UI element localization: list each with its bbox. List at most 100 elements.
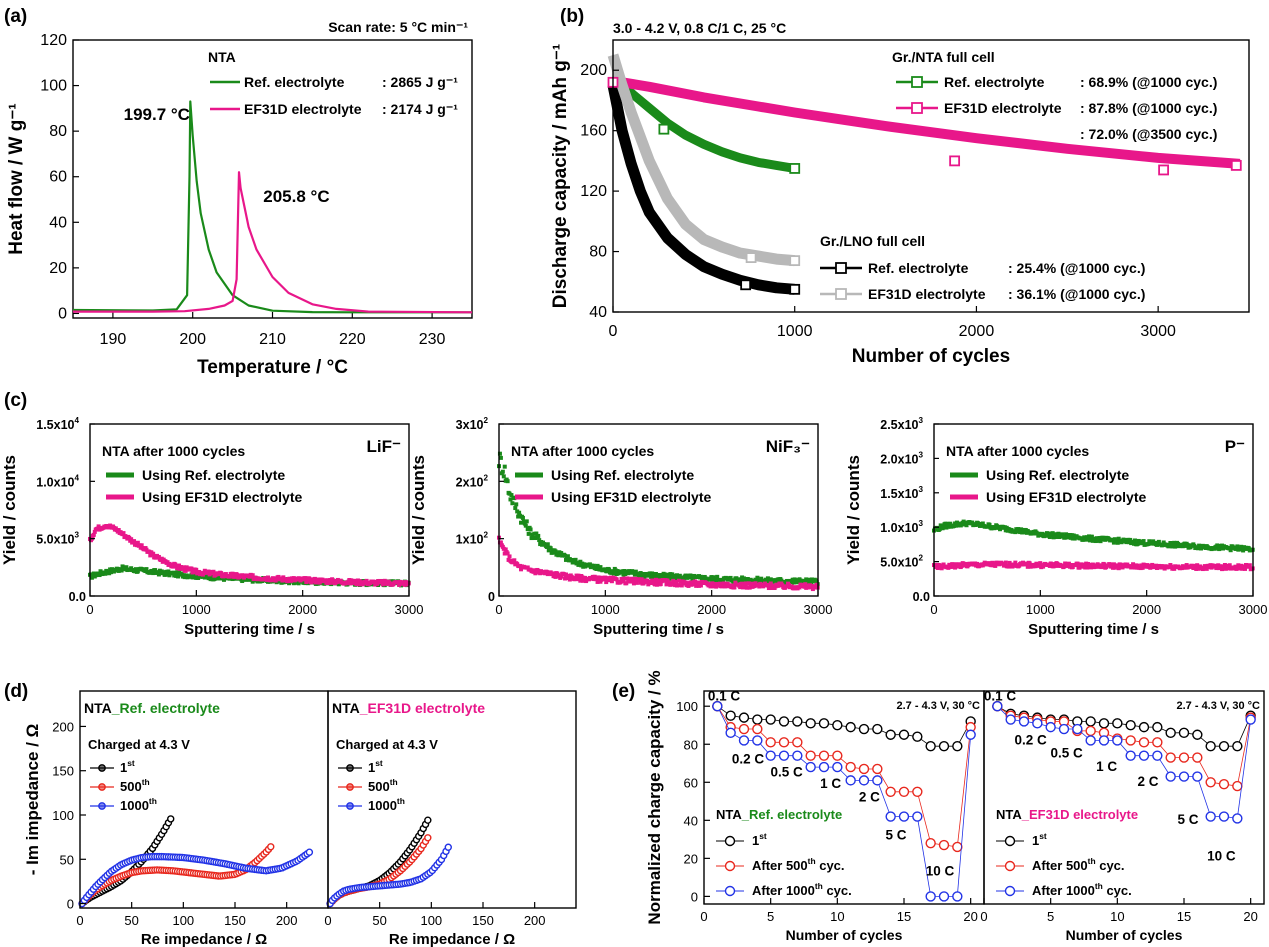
panel-c-3: 0 1000 2000 3000 0.0 5.0x102 1.0x103 1.5x103 2.0…: [844, 416, 1267, 638]
legend-entry: EF31D electrolyte: [944, 100, 1062, 116]
data-point: [364, 578, 369, 583]
data-point: [517, 510, 522, 515]
y-tick-label: 2x102: [456, 473, 489, 489]
y-tick-label: 80: [589, 244, 607, 261]
x-tick-label: 20: [1243, 909, 1257, 924]
y-axis-label: Heat flow / W g⁻¹: [6, 103, 27, 254]
data-point: [718, 581, 723, 586]
data-point: [1111, 540, 1116, 545]
x-tick-label: 5: [767, 909, 774, 924]
y-axis-label: Normalized charge capacity / %: [645, 670, 664, 924]
data-point: [519, 520, 524, 525]
x-tick-label: 0: [930, 602, 937, 617]
data-point: [872, 723, 883, 735]
data-point: [1049, 562, 1054, 567]
data-point: [658, 582, 663, 587]
data-point: [424, 834, 432, 842]
panel-label: (e): [612, 681, 635, 702]
data-point: [307, 576, 312, 581]
data-point: [1116, 566, 1121, 571]
x-tick-label: 1000: [182, 602, 211, 617]
data-point: [424, 816, 432, 824]
legend-title: Gr./LNO full cell: [820, 233, 925, 249]
data-point: [755, 575, 760, 580]
data-point: [614, 577, 619, 582]
y-tick-label: 40: [49, 214, 67, 231]
x-tick-label: 3000: [1140, 323, 1176, 340]
series-marker: [789, 283, 801, 295]
data-point: [778, 750, 790, 761]
legend-title: Gr./NTA full cell: [892, 49, 995, 65]
data-point: [98, 802, 106, 810]
data-point: [1152, 750, 1163, 761]
data-point: [1247, 563, 1252, 568]
data-point: [622, 576, 627, 581]
data-point: [559, 551, 564, 556]
plot-title: NTA_EF31D electrolyte: [332, 700, 485, 716]
panel-d-1: 0 50 100 150 200 0 50 100 150 200 Re impedance / Ω…: [4, 681, 329, 947]
legend-value: : 68.9% (@1000 cyc.): [1080, 74, 1217, 90]
panel-e-2: 0 5 10 15 20 Number of cycles 2.7 - 4.3 V, 30 …: [980, 689, 1265, 943]
legend-entry: After 500th cyc.: [752, 856, 845, 873]
peak-label: 205.8 °C: [263, 187, 329, 206]
data-point: [1038, 561, 1043, 566]
legend-entry: Using EF31D electrolyte: [986, 489, 1146, 505]
data-point: [747, 585, 752, 590]
data-point: [987, 522, 992, 527]
data-point: [581, 578, 586, 583]
data-point: [92, 529, 97, 534]
data-point: [1138, 737, 1150, 748]
plot-frame: [498, 423, 819, 597]
data-point: [952, 740, 963, 752]
dsc-curve: [72, 100, 472, 314]
y-axis-label: Discharge capacity / mAh g⁻¹: [550, 44, 571, 309]
y-tick-label: 1.5x103: [880, 485, 923, 501]
x-tick-label: 3000: [1239, 602, 1268, 617]
data-point: [925, 891, 936, 902]
test-condition: 3.0 - 4.2 V, 0.8 C/1 C, 25 °C: [613, 20, 786, 36]
y-tick-label: 5.0x103: [36, 531, 79, 547]
data-point: [752, 723, 763, 735]
data-point: [953, 565, 958, 570]
y-tick-label: 80: [49, 123, 67, 140]
rate-label: 5 C: [1177, 812, 1198, 827]
data-point: [965, 729, 976, 740]
data-point: [526, 531, 531, 536]
data-point: [524, 519, 529, 524]
data-point: [1112, 718, 1123, 729]
data-point: [1125, 750, 1136, 761]
y-tick-label: 20: [49, 260, 67, 277]
y-tick-label: 100: [40, 78, 67, 95]
data-point: [1089, 534, 1094, 539]
data-point: [938, 891, 950, 902]
data-point: [1195, 563, 1200, 568]
x-axis-label: Number of cycles: [786, 927, 903, 943]
x-tick-label: 0: [86, 602, 93, 617]
y-tick-label: 1x102: [456, 531, 489, 547]
subtitle: Charged at 4.3 V: [88, 737, 190, 752]
x-axis-label: Re impedance / Ω: [389, 931, 515, 947]
data-point: [132, 539, 137, 544]
series-marker: [740, 279, 752, 291]
y-tick-label: 60: [684, 775, 698, 790]
data-point: [804, 577, 809, 582]
data-point: [546, 548, 551, 553]
data-point: [91, 532, 96, 537]
y-axis-label: Yield / counts: [844, 455, 863, 565]
data-point: [576, 573, 581, 578]
data-point: [567, 577, 572, 582]
data-point: [980, 521, 985, 526]
data-point: [728, 575, 733, 580]
data-point: [1085, 565, 1090, 570]
capacity-band: [607, 84, 796, 295]
data-point: [912, 731, 923, 742]
data-point: [304, 580, 309, 585]
data-point: [858, 763, 870, 775]
data-point: [1178, 727, 1190, 739]
x-tick-label: 200: [179, 331, 206, 348]
data-point: [1235, 544, 1240, 549]
y-tick-label: 0: [58, 305, 67, 322]
legend-entry: After 1000th cyc.: [752, 881, 852, 898]
x-tick-label: 50: [372, 913, 386, 928]
data-point: [559, 574, 564, 579]
